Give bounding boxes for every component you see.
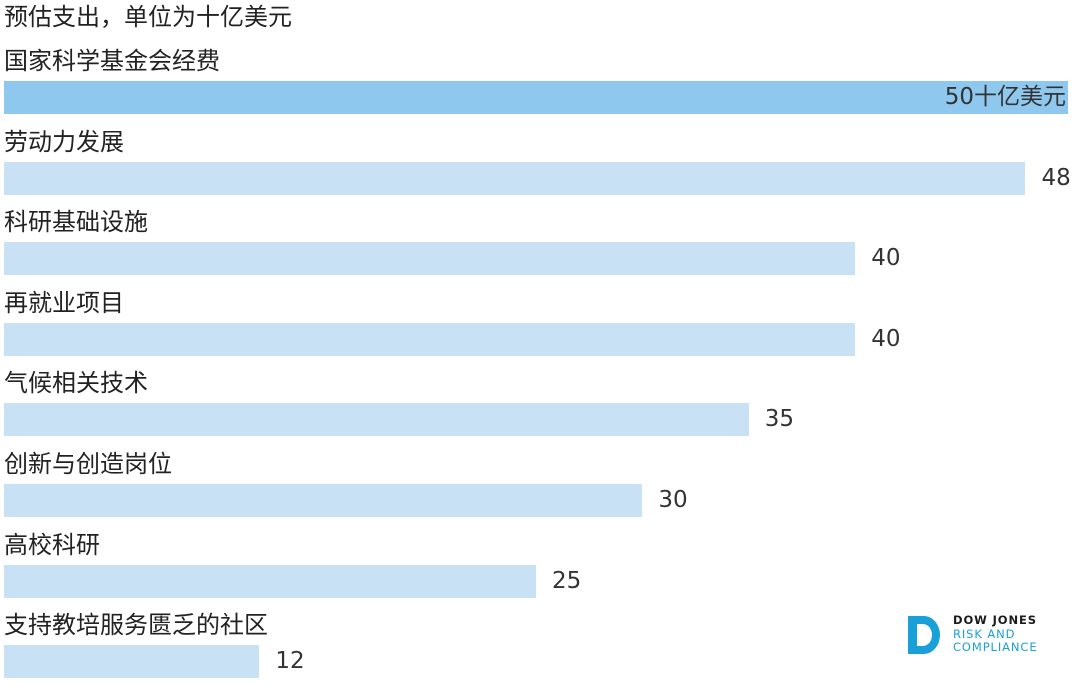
category-label: 再就业项目 [4, 288, 124, 317]
bar [4, 322, 856, 356]
category-label: 国家科学基金会经费 [4, 47, 220, 75]
category-label: 高校科研 [4, 530, 100, 559]
bar [4, 81, 1068, 114]
value-label: 25 [552, 567, 582, 594]
category-label: 科研基础设施 [4, 208, 148, 237]
bar [4, 242, 856, 276]
value-label: 50十亿美元 [944, 84, 1066, 110]
chart-subtitle: 预估支出，单位为十亿美元 [4, 3, 292, 31]
value-label: 12 [275, 648, 305, 675]
value-label: 30 [658, 487, 688, 513]
bar [4, 564, 536, 598]
value-label: 40 [871, 245, 901, 272]
bar [4, 403, 749, 437]
bar [4, 645, 260, 679]
bar [4, 161, 1026, 195]
value-label: 40 [871, 325, 901, 352]
category-label: 支持教培服务匮乏的社区 [4, 611, 268, 640]
bar [4, 484, 643, 517]
value-label: 35 [764, 406, 795, 433]
logo-text: DOW JONES RISK AND COMPLIANCE [953, 613, 1038, 655]
logo-line-2: RISK AND [953, 626, 1016, 641]
value-label: 48 [1041, 164, 1071, 191]
category-label: 劳动力发展 [4, 127, 124, 156]
logo-line-1: DOW JONES [953, 613, 1037, 627]
category-label: 气候相关技术 [4, 369, 148, 398]
category-label: 创新与创造岗位 [4, 450, 172, 478]
logo-line-3: COMPLIANCE [953, 640, 1038, 654]
dow-jones-d-icon [908, 616, 940, 654]
dow-jones-logo: DOW JONES RISK AND COMPLIANCE [908, 613, 1058, 656]
